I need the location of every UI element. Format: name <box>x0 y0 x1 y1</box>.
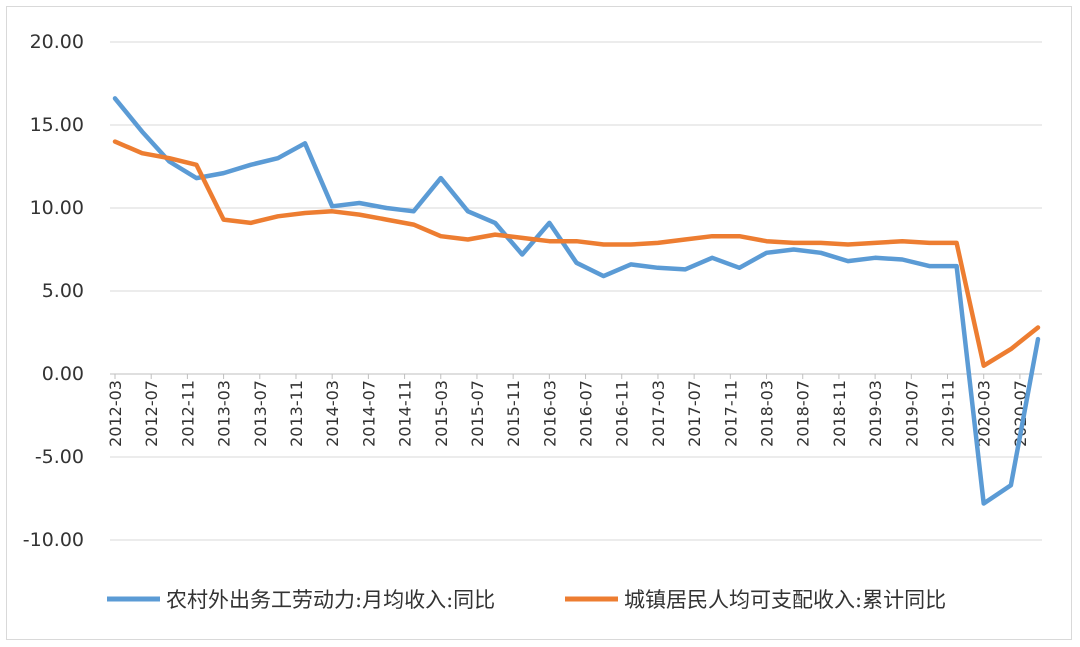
x-tick-label: 2017-07 <box>685 380 704 447</box>
gridlines <box>110 41 1042 541</box>
x-tick-label: 2016-11 <box>613 380 632 447</box>
y-axis-tick-labels: 20.00 15.00 10.00 5.00 0.00 -5.00 -10.00 <box>23 31 84 551</box>
x-tick-label: 2016-07 <box>577 380 596 447</box>
x-tick-label: 2013-11 <box>287 380 306 447</box>
x-axis-tick-labels: 2012-03 2012-07 2012-11 2013-03 2013-07 2013-… <box>106 374 1030 447</box>
legend-label-urban-income: 城镇居民人均可支配收入:累计同比 <box>624 588 946 612</box>
x-tick-label: 2015-07 <box>468 380 487 447</box>
x-tick-label: 2017-11 <box>721 380 740 447</box>
x-tick-label: 2015-11 <box>504 380 523 447</box>
x-tick-label: 2019-11 <box>939 380 958 447</box>
x-tick-label: 2018-11 <box>830 380 849 447</box>
x-tick-label: 2012-11 <box>178 380 197 447</box>
y-tick-label: -5.00 <box>35 446 84 468</box>
x-tick-label: 2015-03 <box>432 380 451 447</box>
legend: 农村外出务工劳动力:月均收入:同比 城镇居民人均可支配收入:累计同比 <box>107 588 946 612</box>
series-line-urban-income <box>112 139 1041 368</box>
x-tick-label: 2019-07 <box>902 380 921 447</box>
x-tick-label: 2014-07 <box>359 380 378 447</box>
series-line-rural-income <box>112 96 1041 506</box>
y-tick-label: 0.00 <box>42 363 84 385</box>
y-tick-label: 20.00 <box>30 31 84 53</box>
x-tick-label: 2012-03 <box>106 380 125 447</box>
x-tick-label: 2012-07 <box>142 380 161 447</box>
x-tick-label: 2018-07 <box>794 380 813 447</box>
x-tick-label: 2019-03 <box>866 380 885 447</box>
y-tick-label: -10.00 <box>23 529 84 551</box>
y-tick-label: 15.00 <box>30 114 84 136</box>
x-tick-label: 2018-03 <box>758 380 777 447</box>
x-tick-label: 2014-03 <box>323 380 342 447</box>
x-tick-label: 2016-03 <box>540 380 559 447</box>
y-tick-label: 10.00 <box>30 197 84 219</box>
x-tick-label: 2014-11 <box>396 380 415 447</box>
x-tick-label: 2017-03 <box>649 380 668 447</box>
chart-frame <box>6 6 1072 640</box>
y-tick-label: 5.00 <box>42 280 84 302</box>
x-tick-label: 2013-07 <box>251 380 270 447</box>
series-lines <box>112 96 1041 506</box>
legend-label-rural-income: 农村外出务工劳动力:月均收入:同比 <box>166 588 495 612</box>
x-tick-label: 2013-03 <box>215 380 234 447</box>
x-tick-label: 2020-03 <box>975 380 994 447</box>
